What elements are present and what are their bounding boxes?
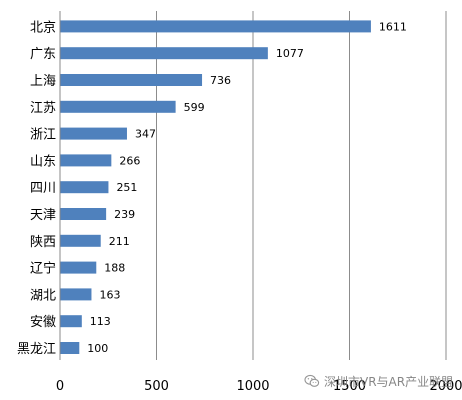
bar — [60, 342, 80, 354]
category-label: 安徽 — [30, 315, 56, 330]
category-label: 浙江 — [30, 128, 56, 143]
category-label: 黑龙江 — [17, 342, 56, 357]
bar — [60, 74, 203, 86]
bar — [60, 208, 107, 220]
value-label: 1077 — [276, 47, 304, 60]
watermark-text: 深圳市VR与AR产业联盟 — [324, 374, 454, 389]
bar — [60, 100, 176, 113]
value-label: 163 — [99, 288, 120, 301]
bar — [60, 315, 82, 328]
bar — [60, 20, 371, 33]
category-label: 辽宁 — [30, 261, 56, 277]
bar — [60, 154, 112, 167]
x-tick-label: 1000 — [236, 379, 269, 394]
category-label: 湖北 — [30, 288, 56, 303]
bars — [60, 20, 371, 354]
category-label: 北京 — [30, 20, 56, 35]
bar — [60, 234, 101, 247]
category-label: 广东 — [30, 47, 56, 62]
category-label: 上海 — [30, 74, 56, 89]
wechat-icon — [304, 374, 320, 387]
value-label: 347 — [135, 128, 156, 141]
bar — [60, 127, 127, 140]
gridlines — [156, 11, 447, 360]
value-label: 1611 — [379, 20, 407, 33]
x-tick-label: 2000 — [429, 379, 462, 394]
x-tick-labels: 0 500 1000 1500 2000 — [56, 379, 462, 394]
value-label: 211 — [109, 235, 130, 248]
value-label: 736 — [210, 74, 231, 87]
value-label: 113 — [90, 315, 111, 328]
x-tick-label: 1500 — [333, 379, 366, 394]
x-tick-label: 0 — [56, 379, 64, 394]
value-labels: 1611 1077 736 599 347 266 251 239 211 188 163 113 10… — [87, 20, 407, 355]
bar — [60, 261, 97, 274]
category-label: 江苏 — [30, 100, 56, 116]
value-label: 100 — [87, 342, 108, 355]
category-label: 山东 — [30, 154, 56, 169]
bar — [60, 47, 268, 60]
value-label: 251 — [116, 181, 137, 194]
category-label: 四川 — [30, 181, 56, 196]
value-label: 188 — [104, 262, 125, 275]
category-label: 陕西 — [30, 235, 56, 250]
category-label: 天津 — [30, 208, 56, 223]
value-label: 239 — [114, 208, 135, 221]
bar — [60, 288, 92, 301]
bar — [60, 181, 109, 194]
x-tick-label: 500 — [144, 379, 169, 394]
value-label: 599 — [184, 101, 205, 114]
watermark: 深圳市VR与AR产业联盟 — [304, 372, 453, 390]
value-label: 266 — [119, 154, 140, 167]
